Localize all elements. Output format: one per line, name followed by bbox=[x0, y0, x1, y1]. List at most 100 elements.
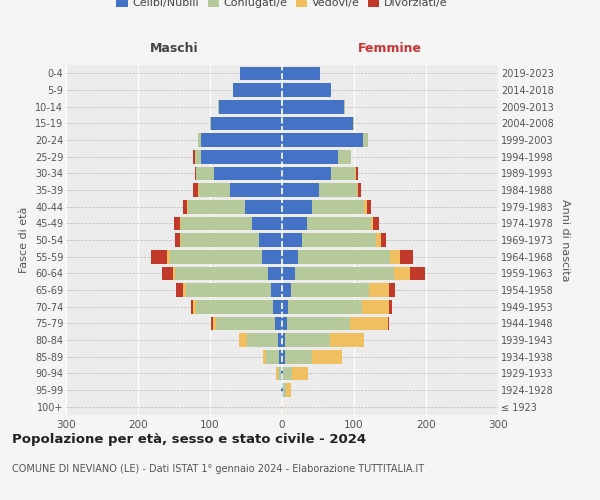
Bar bbox=[170, 250, 262, 264]
Bar bbox=[281, 366, 282, 380]
Bar bbox=[210, 116, 211, 130]
Bar bbox=[245, 200, 282, 213]
Bar bbox=[195, 150, 202, 164]
Bar bbox=[259, 233, 282, 247]
Bar bbox=[282, 350, 285, 364]
Bar bbox=[389, 283, 395, 297]
Bar bbox=[181, 216, 252, 230]
Bar bbox=[180, 216, 181, 230]
Bar bbox=[195, 166, 196, 180]
Bar bbox=[329, 333, 364, 347]
Bar bbox=[295, 266, 394, 280]
Bar bbox=[298, 250, 390, 264]
Bar bbox=[390, 250, 400, 264]
Bar bbox=[410, 266, 425, 280]
Bar bbox=[312, 350, 343, 364]
Bar bbox=[173, 266, 175, 280]
Bar bbox=[262, 250, 282, 264]
Y-axis label: Fasce di età: Fasce di età bbox=[19, 207, 29, 273]
Bar bbox=[373, 216, 379, 230]
Bar bbox=[282, 233, 302, 247]
Bar bbox=[162, 266, 173, 280]
Bar bbox=[282, 400, 283, 413]
Bar bbox=[263, 350, 266, 364]
Bar bbox=[282, 316, 287, 330]
Bar bbox=[193, 183, 198, 197]
Bar bbox=[362, 133, 368, 147]
Bar bbox=[276, 366, 278, 380]
Bar bbox=[394, 266, 410, 280]
Bar bbox=[187, 200, 188, 213]
Bar bbox=[282, 383, 283, 397]
Bar bbox=[388, 316, 389, 330]
Bar bbox=[282, 83, 331, 97]
Bar bbox=[289, 300, 362, 314]
Bar bbox=[274, 300, 282, 314]
Bar bbox=[240, 66, 282, 80]
Bar bbox=[282, 166, 331, 180]
Bar bbox=[369, 283, 389, 297]
Bar bbox=[279, 350, 282, 364]
Bar bbox=[239, 333, 247, 347]
Y-axis label: Anni di nascita: Anni di nascita bbox=[560, 198, 571, 281]
Bar bbox=[356, 166, 358, 180]
Bar bbox=[214, 166, 282, 180]
Bar bbox=[193, 300, 196, 314]
Bar bbox=[319, 183, 357, 197]
Bar bbox=[362, 300, 389, 314]
Bar bbox=[202, 133, 282, 147]
Bar bbox=[213, 316, 216, 330]
Bar bbox=[282, 116, 353, 130]
Bar bbox=[193, 150, 195, 164]
Bar bbox=[199, 183, 230, 197]
Bar bbox=[371, 216, 373, 230]
Text: Popolazione per età, sesso e stato civile - 2024: Popolazione per età, sesso e stato civil… bbox=[12, 432, 366, 446]
Bar bbox=[307, 216, 371, 230]
Bar bbox=[292, 366, 308, 380]
Text: Femmine: Femmine bbox=[358, 42, 422, 55]
Bar bbox=[292, 283, 369, 297]
Bar bbox=[282, 66, 320, 80]
Bar bbox=[181, 233, 259, 247]
Bar bbox=[282, 183, 319, 197]
Text: Maschi: Maschi bbox=[149, 42, 199, 55]
Bar bbox=[266, 350, 279, 364]
Bar bbox=[282, 100, 344, 114]
Bar bbox=[167, 250, 170, 264]
Bar bbox=[367, 200, 371, 213]
Bar bbox=[286, 383, 290, 397]
Bar bbox=[287, 316, 350, 330]
Bar bbox=[196, 300, 274, 314]
Bar bbox=[357, 183, 358, 197]
Bar bbox=[252, 216, 282, 230]
Bar bbox=[338, 150, 351, 164]
Bar bbox=[196, 166, 214, 180]
Bar bbox=[285, 350, 312, 364]
Bar bbox=[278, 366, 281, 380]
Bar bbox=[283, 366, 292, 380]
Bar bbox=[174, 216, 180, 230]
Bar bbox=[175, 233, 180, 247]
Bar bbox=[188, 200, 245, 213]
Bar bbox=[285, 333, 329, 347]
Bar bbox=[199, 133, 202, 147]
Bar bbox=[355, 166, 356, 180]
Bar bbox=[271, 283, 282, 297]
Bar bbox=[282, 333, 285, 347]
Bar bbox=[389, 300, 392, 314]
Bar bbox=[211, 316, 213, 330]
Bar bbox=[400, 250, 413, 264]
Bar bbox=[233, 83, 282, 97]
Bar bbox=[282, 283, 292, 297]
Bar bbox=[364, 200, 367, 213]
Bar bbox=[282, 366, 283, 380]
Bar bbox=[218, 100, 282, 114]
Bar bbox=[282, 250, 298, 264]
Bar bbox=[282, 133, 362, 147]
Bar bbox=[282, 266, 295, 280]
Bar bbox=[281, 383, 282, 397]
Bar bbox=[312, 200, 364, 213]
Bar bbox=[230, 183, 282, 197]
Bar bbox=[302, 233, 376, 247]
Bar bbox=[191, 300, 193, 314]
